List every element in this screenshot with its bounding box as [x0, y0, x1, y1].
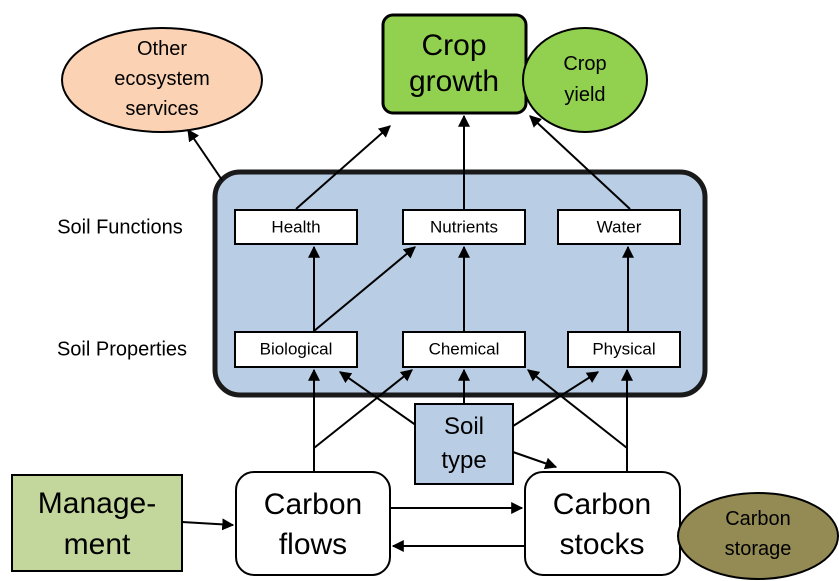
carbon-flows-label: Carbon flows [264, 488, 362, 561]
water-label: Water [597, 217, 642, 236]
crop-yield-node [522, 27, 648, 133]
carbon-stocks-node [524, 471, 681, 576]
carbon-stocks-label: Carbon stocks [553, 488, 651, 561]
physical-label: Physical [592, 339, 655, 358]
physical-node [567, 331, 681, 368]
carbon-flows-node [235, 471, 391, 576]
soil-type-node [414, 403, 514, 485]
other-services-node [61, 27, 263, 133]
chemical-node [402, 331, 526, 368]
crop-growth-label: Crop growth [409, 29, 499, 98]
health-node [234, 209, 358, 245]
biological-label: Biological [260, 339, 333, 358]
water-node [557, 209, 681, 245]
biological-node [234, 331, 358, 368]
health-label: Health [271, 217, 320, 236]
chemical-label: Chemical [429, 339, 500, 358]
nutrients-node [402, 209, 526, 245]
carbon-storage-label: Carbon storage [725, 508, 792, 560]
management-label: Manage-ment [38, 487, 156, 561]
soil-properties-label: Soil Properties [57, 338, 187, 360]
other-services-label: Other ecosystem services [114, 38, 210, 120]
nutrients-label: Nutrients [430, 217, 498, 236]
arrows [181, 114, 634, 552]
crop-yield-label: Crop yield [563, 53, 606, 106]
soil-type-label: Soil type [441, 413, 486, 474]
carbon-storage-node [677, 492, 839, 580]
soil-functions-label: Soil Functions [57, 216, 183, 238]
management-node [11, 474, 183, 572]
